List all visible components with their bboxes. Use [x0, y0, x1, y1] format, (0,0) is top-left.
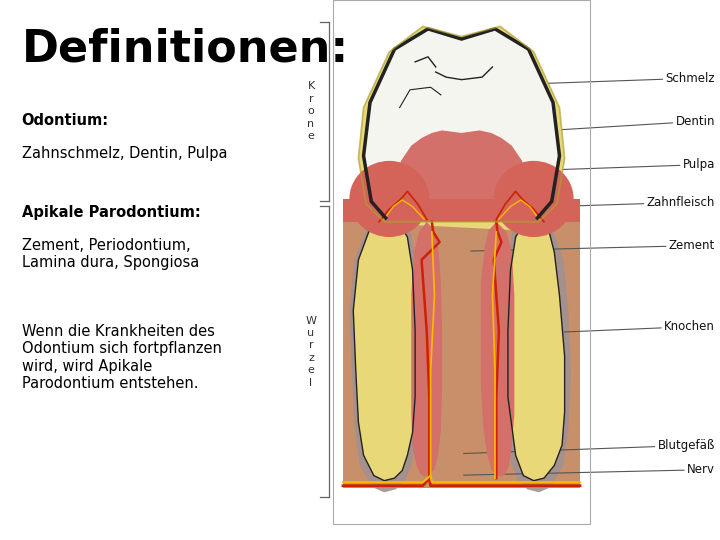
- Text: Odontium:: Odontium:: [22, 113, 109, 129]
- Polygon shape: [398, 131, 525, 222]
- Text: K
r
o
n
e: K r o n e: [307, 82, 315, 141]
- Text: Knochen: Knochen: [564, 320, 715, 333]
- Text: Wenn die Krankheiten des
Odontium sich fortpflanzen
wird, wird Apikale
Parodonti: Wenn die Krankheiten des Odontium sich f…: [22, 324, 222, 391]
- Ellipse shape: [496, 166, 571, 237]
- Polygon shape: [343, 201, 580, 222]
- Polygon shape: [354, 26, 564, 481]
- Text: Blutgefäß: Blutgefäß: [464, 439, 715, 454]
- Text: Zement, Periodontium,
Lamina dura, Spongiosa: Zement, Periodontium, Lamina dura, Spong…: [22, 238, 199, 270]
- Text: Dentin: Dentin: [521, 115, 715, 132]
- Polygon shape: [364, 29, 559, 222]
- Text: Definitionen:: Definitionen:: [22, 27, 349, 70]
- Ellipse shape: [352, 166, 427, 237]
- Ellipse shape: [349, 161, 429, 237]
- Ellipse shape: [494, 161, 574, 237]
- Text: Schmelz: Schmelz: [539, 72, 715, 85]
- Text: Nerv: Nerv: [464, 463, 715, 476]
- Polygon shape: [343, 209, 580, 488]
- Text: Zahnschmelz, Dentin, Pulpa: Zahnschmelz, Dentin, Pulpa: [22, 146, 227, 161]
- Polygon shape: [411, 222, 442, 477]
- Text: Zahnfleisch: Zahnfleisch: [514, 196, 715, 209]
- Text: Zement: Zement: [471, 239, 715, 252]
- Polygon shape: [343, 199, 580, 222]
- Polygon shape: [504, 219, 571, 492]
- Text: W
u
r
z
e
l: W u r z e l: [305, 315, 317, 388]
- Polygon shape: [349, 219, 419, 492]
- Text: Apikale Parodontium:: Apikale Parodontium:: [22, 205, 200, 220]
- Text: Pulpa: Pulpa: [471, 158, 715, 173]
- Polygon shape: [481, 222, 514, 477]
